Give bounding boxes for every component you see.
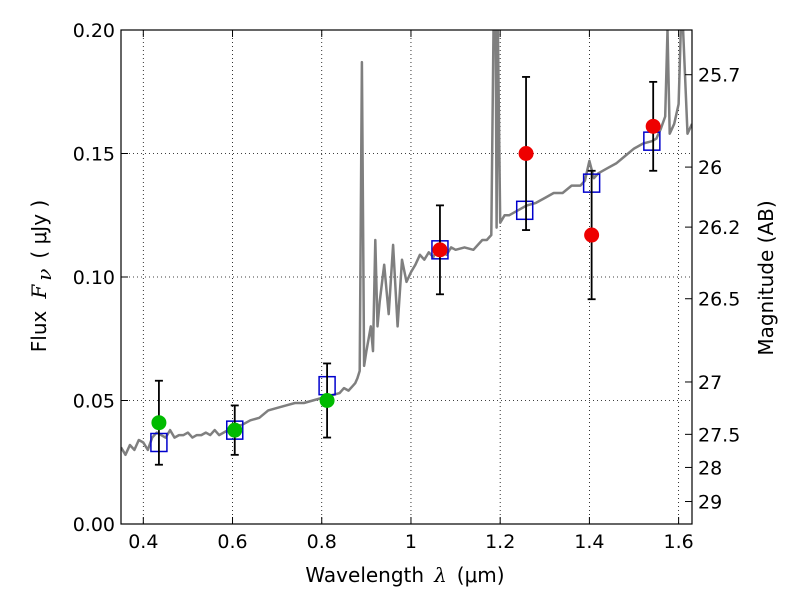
data-point <box>432 242 448 258</box>
x-tick-label: 1.4 <box>574 531 604 553</box>
x-tick-label: 0.4 <box>128 531 158 553</box>
data-point <box>518 146 534 161</box>
x-tick-label: 0.6 <box>217 531 247 553</box>
x-axis-unit: (μm) <box>457 563 505 587</box>
data-point <box>319 393 335 408</box>
y-tick-label: 0.15 <box>73 144 115 166</box>
mag-tick-label: 26.2 <box>698 217 740 239</box>
model-point <box>515 200 534 221</box>
y-tick-label: 0.10 <box>73 267 115 289</box>
x-axis-prefix: Wavelength <box>305 563 424 587</box>
mag-tick-label: 25.7 <box>698 65 740 87</box>
data-point <box>151 415 167 431</box>
axes: 0.4 0.6 0.8 1 1.2 1.4 1.6 0.00 0.05 0.10 0.15 0.20 2… <box>73 20 741 553</box>
mag-tick-label: 28 <box>698 457 722 479</box>
y-axis-prefix: Flux <box>27 310 51 352</box>
x-axis-symbol: λ <box>433 563 447 587</box>
y-axis-symbol: F <box>27 284 51 300</box>
y-tick-label: 0.00 <box>73 514 115 536</box>
mag-tick-label: 29 <box>698 492 722 514</box>
data-point <box>584 227 600 243</box>
x-tick-label: 0.8 <box>307 531 337 553</box>
mag-tick-label: 27.5 <box>698 424 740 446</box>
mag-tick-label: 26.5 <box>698 289 740 311</box>
right-axis-title: Magnitude (AB) <box>754 200 778 355</box>
svg-text:Wavelength λ (μm): Wavelength λ (μm) <box>305 563 504 587</box>
y-axis-title: Flux F ν ( μJy ) <box>27 200 56 352</box>
plot-area <box>121 30 692 466</box>
data-point <box>645 118 661 134</box>
svg-text:Flux F ν ( μ: Flux F ν ( μJy ) <box>27 200 56 352</box>
y-axis-unit: ( μJy ) <box>27 200 51 259</box>
x-tick-label: 1.2 <box>485 531 515 553</box>
y-axis-subscript: ν <box>32 269 56 281</box>
y-tick-label: 0.20 <box>73 20 115 42</box>
x-axis-title: Wavelength λ (μm) <box>305 563 504 587</box>
spectrum-line <box>121 30 692 457</box>
y-tick-label: 0.05 <box>73 391 115 413</box>
x-tick-label: 1 <box>405 531 417 553</box>
data-point <box>227 422 243 438</box>
mag-tick-label: 26 <box>698 157 722 179</box>
mag-tick-label: 27 <box>698 372 722 394</box>
x-tick-label: 1.6 <box>664 531 694 553</box>
